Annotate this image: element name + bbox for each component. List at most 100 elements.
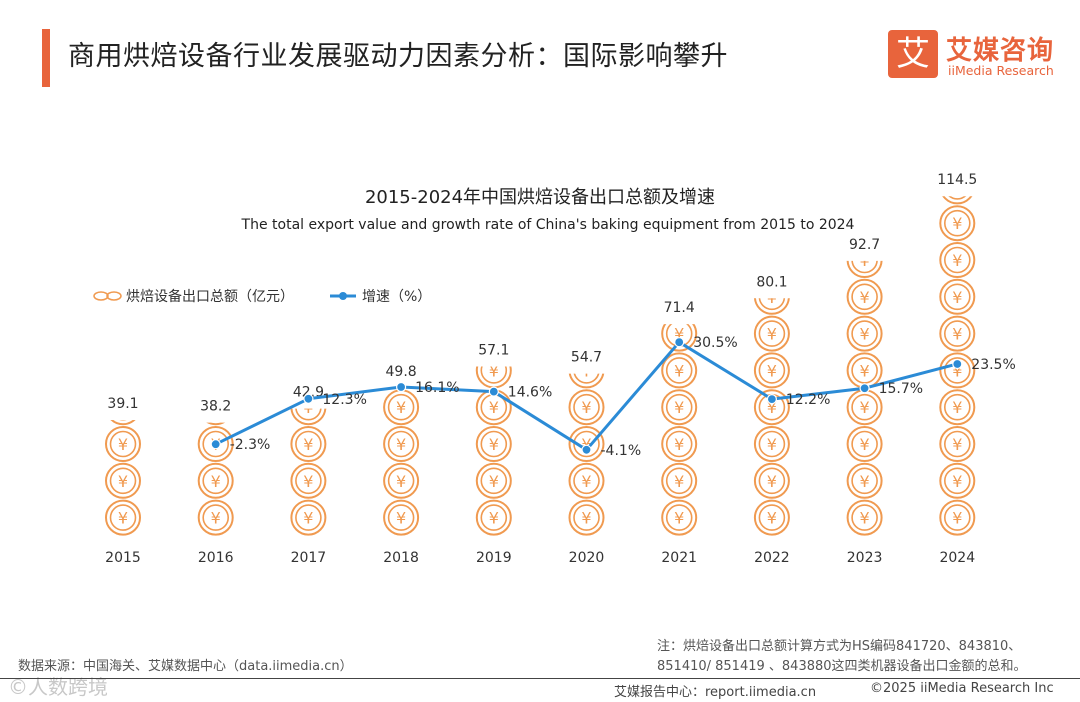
svg-text:¥: ¥ — [581, 509, 591, 528]
growth-point — [674, 337, 685, 348]
coin-2018-2: ¥ — [383, 426, 420, 462]
coin-2022-1: ¥ — [753, 462, 790, 499]
page-title: 商用烘焙设备行业发展驱动力因素分析：国际影响攀升 — [68, 41, 728, 72]
svg-text:¥: ¥ — [674, 325, 684, 344]
coin-2022-0: ¥ — [753, 499, 790, 536]
logo-mark: 艾 — [888, 30, 938, 78]
legend-coin-icon — [93, 291, 122, 301]
svg-text:¥: ¥ — [860, 509, 870, 528]
legend-line-label: 增速（%） — [362, 289, 431, 305]
x-tick-label: 2017 — [291, 550, 327, 566]
x-tick-label: 2021 — [661, 550, 697, 566]
coin-2017-2: ¥ — [290, 426, 327, 462]
footnote-line-1: 注：烘焙设备出口总额计算方式为HS编码841720、843810、 — [657, 639, 1022, 654]
svg-text:¥: ¥ — [767, 509, 777, 528]
chart-subtitle: The total export value and growth rate o… — [241, 217, 855, 233]
coin-2023-6: ¥ — [846, 278, 883, 315]
x-tick-label: 2022 — [754, 550, 790, 566]
svg-text:¥: ¥ — [767, 472, 777, 491]
coin-2024-4: ¥ — [939, 352, 976, 389]
coin-2024-9: ¥ — [942, 196, 973, 205]
x-tick-label: 2015 — [105, 550, 141, 566]
coin-2024-7: ¥ — [939, 242, 976, 278]
svg-text:¥: ¥ — [674, 472, 684, 491]
coin-2016-0: ¥ — [197, 499, 234, 536]
svg-text:¥: ¥ — [952, 509, 962, 528]
coin-2016-1: ¥ — [197, 462, 234, 499]
svg-text:¥: ¥ — [396, 472, 406, 491]
growth-point — [303, 393, 314, 404]
coin-2022-2: ¥ — [753, 426, 790, 462]
svg-text:¥: ¥ — [952, 361, 962, 380]
growth-point — [396, 381, 407, 393]
iimedia-logo: 艾 艾媒咨询 iiMedia Research — [888, 30, 1068, 82]
growth-point — [210, 439, 221, 450]
coin-2023-1: ¥ — [846, 462, 883, 499]
title-accent-bar — [42, 29, 50, 87]
coin-2023-3: ¥ — [846, 389, 883, 426]
bar-value-label: 80.1 — [756, 274, 787, 290]
coin-2021-2: ¥ — [661, 426, 698, 462]
svg-text:¥: ¥ — [581, 435, 591, 454]
coin-2021-3: ¥ — [661, 389, 698, 426]
svg-text:¥: ¥ — [767, 435, 777, 454]
svg-text:¥: ¥ — [581, 398, 591, 417]
svg-text:¥: ¥ — [396, 398, 406, 417]
logo-text-cn: 艾媒咨询 — [946, 36, 1055, 66]
svg-text:¥: ¥ — [860, 472, 870, 491]
coin-2020-1: ¥ — [568, 462, 605, 499]
growth-label: -2.3% — [230, 437, 271, 453]
coin-2017-0: ¥ — [290, 499, 327, 536]
coin-2020-2: ¥ — [568, 426, 605, 462]
bar-value-label: 39.1 — [107, 396, 138, 412]
svg-text:¥: ¥ — [303, 435, 313, 454]
coin-2020-4: ¥ — [568, 373, 605, 389]
copyright: ©2025 iiMedia Research Inc — [870, 681, 1054, 696]
growth-point — [581, 444, 592, 455]
coin-2022-6: ¥ — [753, 288, 790, 315]
x-tick-label: 2020 — [569, 550, 605, 566]
coin-2020-3: ¥ — [568, 389, 605, 426]
coin-2023-5: ¥ — [846, 315, 883, 352]
svg-text:¥: ¥ — [489, 361, 499, 380]
growth-label: 14.6% — [508, 385, 552, 401]
svg-text:¥: ¥ — [952, 251, 962, 270]
coin-2022-4: ¥ — [753, 352, 790, 389]
svg-text:¥: ¥ — [118, 509, 128, 528]
bar-value-label: 57.1 — [478, 343, 509, 359]
svg-text:¥: ¥ — [767, 288, 777, 307]
coin-2017-1: ¥ — [290, 462, 327, 499]
svg-text:¥: ¥ — [581, 472, 591, 491]
coin-2024-6: ¥ — [939, 278, 976, 315]
svg-text:¥: ¥ — [118, 472, 128, 491]
svg-text:¥: ¥ — [489, 472, 499, 491]
footnote-line-2: 851410/ 851419 、843880这四类机器设备出口金额的总和。 — [657, 659, 1027, 674]
growth-label: 15.7% — [879, 381, 923, 397]
growth-label: 16.1% — [415, 380, 459, 396]
growth-point — [766, 394, 778, 405]
coin-2021-0: ¥ — [661, 499, 698, 536]
coin-2023-4: ¥ — [846, 352, 883, 389]
coin-2019-1: ¥ — [475, 462, 512, 499]
coin-2020-0: ¥ — [568, 499, 605, 536]
coin-2021-4: ¥ — [661, 352, 698, 389]
svg-text:¥: ¥ — [952, 325, 962, 344]
coin-2019-2: ¥ — [475, 426, 512, 462]
svg-text:¥: ¥ — [860, 398, 870, 417]
footer-divider — [0, 678, 1080, 679]
legend-line-marker — [339, 292, 347, 300]
svg-text:¥: ¥ — [303, 509, 313, 528]
growth-label: 12.3% — [322, 392, 366, 408]
svg-text:¥: ¥ — [767, 325, 777, 344]
bar-value-label: 92.7 — [849, 237, 880, 253]
coin-2021-1: ¥ — [661, 462, 698, 499]
svg-text:¥: ¥ — [860, 325, 870, 344]
coin-2023-2: ¥ — [846, 426, 883, 462]
coin-2018-3: ¥ — [383, 389, 420, 426]
x-tick-label: 2019 — [476, 550, 512, 566]
coin-2018-1: ¥ — [383, 462, 420, 499]
growth-label: 12.2% — [786, 392, 830, 408]
coin-2016-3: ¥ — [206, 422, 225, 426]
coin-2017-3: ¥ — [290, 408, 327, 426]
